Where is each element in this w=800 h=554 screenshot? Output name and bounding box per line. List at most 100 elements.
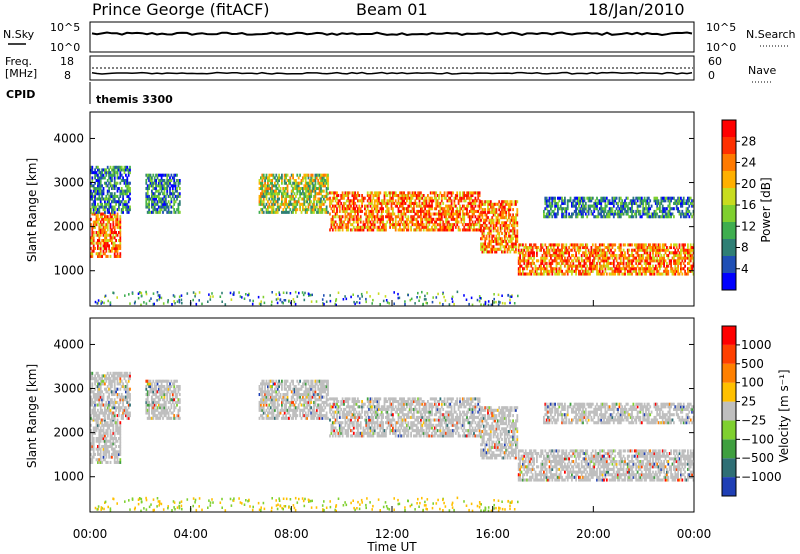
power-cell <box>547 209 549 213</box>
power-cell <box>488 239 491 243</box>
power-cell <box>129 192 131 196</box>
power-cell <box>596 269 598 273</box>
velocity-cell <box>99 431 102 435</box>
power-cell <box>626 196 629 200</box>
power-cell <box>396 201 398 205</box>
power-cell <box>646 199 649 203</box>
power-cell <box>385 299 388 302</box>
power-cell <box>580 215 583 219</box>
power-cell <box>325 181 328 185</box>
power-cell <box>94 176 96 180</box>
power-cell <box>517 267 520 271</box>
power-cell <box>594 207 597 211</box>
power-cell <box>633 199 636 203</box>
power-cell <box>488 210 491 214</box>
power-cell <box>631 254 633 258</box>
power-cell <box>410 201 412 205</box>
power-cell <box>265 202 268 206</box>
power-cell <box>561 248 563 252</box>
velocity-cell <box>111 390 113 394</box>
power-cell <box>268 187 271 191</box>
power-cell <box>373 201 376 205</box>
power-cell <box>113 171 116 175</box>
power-cell <box>151 179 153 183</box>
power-cell <box>297 176 300 180</box>
power-cell <box>667 264 670 268</box>
power-cell <box>358 217 361 221</box>
velocity-cell <box>90 395 92 399</box>
power-cell <box>104 210 106 214</box>
power-cell <box>354 212 357 216</box>
power-cell <box>104 200 106 204</box>
velocity-cell <box>99 460 102 464</box>
power-cell <box>488 221 491 225</box>
power-cell <box>459 207 461 211</box>
power-cell <box>586 246 589 250</box>
power-cell <box>289 202 292 206</box>
power-cell <box>635 246 638 250</box>
power-cell <box>371 302 373 305</box>
power-cell <box>331 223 334 227</box>
power-cell <box>417 291 419 295</box>
power-cell <box>499 213 502 217</box>
power-cell <box>348 191 351 195</box>
power-cell <box>649 199 652 203</box>
power-cell <box>113 187 116 191</box>
power-cell <box>104 181 106 185</box>
power-cell <box>652 212 654 216</box>
power-cell <box>119 217 122 221</box>
power-cell <box>576 201 579 205</box>
power-cell <box>583 199 586 203</box>
power-cell <box>550 196 552 200</box>
power-cell <box>123 171 126 175</box>
power-cell <box>285 202 287 206</box>
power-cell <box>99 212 102 216</box>
power-cell <box>306 197 308 201</box>
power-cell <box>307 187 310 191</box>
power-cell <box>371 209 373 213</box>
power-cell <box>625 209 628 213</box>
power-cell <box>499 226 502 230</box>
power-cell <box>540 243 542 247</box>
power-cell <box>112 184 115 188</box>
power-cell <box>369 191 372 195</box>
power-cell <box>343 220 345 224</box>
velocity-cell <box>115 439 117 443</box>
power-cell <box>271 194 273 198</box>
power-cell <box>99 200 102 204</box>
power-cell <box>647 256 650 260</box>
power-cell <box>411 220 414 224</box>
power-cell <box>424 217 426 221</box>
power-cell <box>488 226 491 230</box>
power-cell <box>447 223 450 227</box>
power-cell <box>584 246 587 250</box>
power-cell <box>267 200 269 204</box>
power-cell <box>557 207 559 211</box>
power-cell <box>338 223 341 227</box>
power-cell <box>661 204 664 208</box>
velocity-cell <box>101 421 103 425</box>
power-cell <box>99 231 102 235</box>
power-cell <box>615 212 618 216</box>
power-cell <box>394 204 397 208</box>
power-cell <box>98 189 101 193</box>
power-cell <box>176 189 178 193</box>
power-cell <box>579 261 582 265</box>
power-cell <box>91 168 94 172</box>
velocity-cell <box>99 403 102 407</box>
power-cell <box>564 215 566 219</box>
power-cell <box>420 223 422 227</box>
power-cell <box>466 196 468 200</box>
power-cell <box>598 264 601 268</box>
power-cell <box>513 242 516 246</box>
velocity-cell <box>109 442 112 446</box>
power-cell <box>320 202 322 206</box>
power-cell <box>516 200 519 204</box>
power-cell <box>524 264 527 268</box>
power-cell <box>473 199 475 203</box>
power-cell <box>151 176 153 180</box>
power-cell <box>428 220 431 224</box>
power-cell <box>691 201 693 205</box>
power-cell <box>348 201 351 205</box>
power-cell <box>308 189 311 193</box>
